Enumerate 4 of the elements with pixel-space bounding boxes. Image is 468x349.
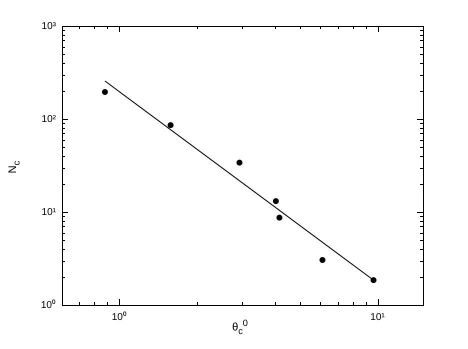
- y-tick-label: 10²: [42, 114, 57, 125]
- y-tick-label: 10⁰: [40, 298, 56, 311]
- y-tick-label: 10³: [42, 20, 57, 32]
- y-tick-label: 10¹: [42, 206, 57, 218]
